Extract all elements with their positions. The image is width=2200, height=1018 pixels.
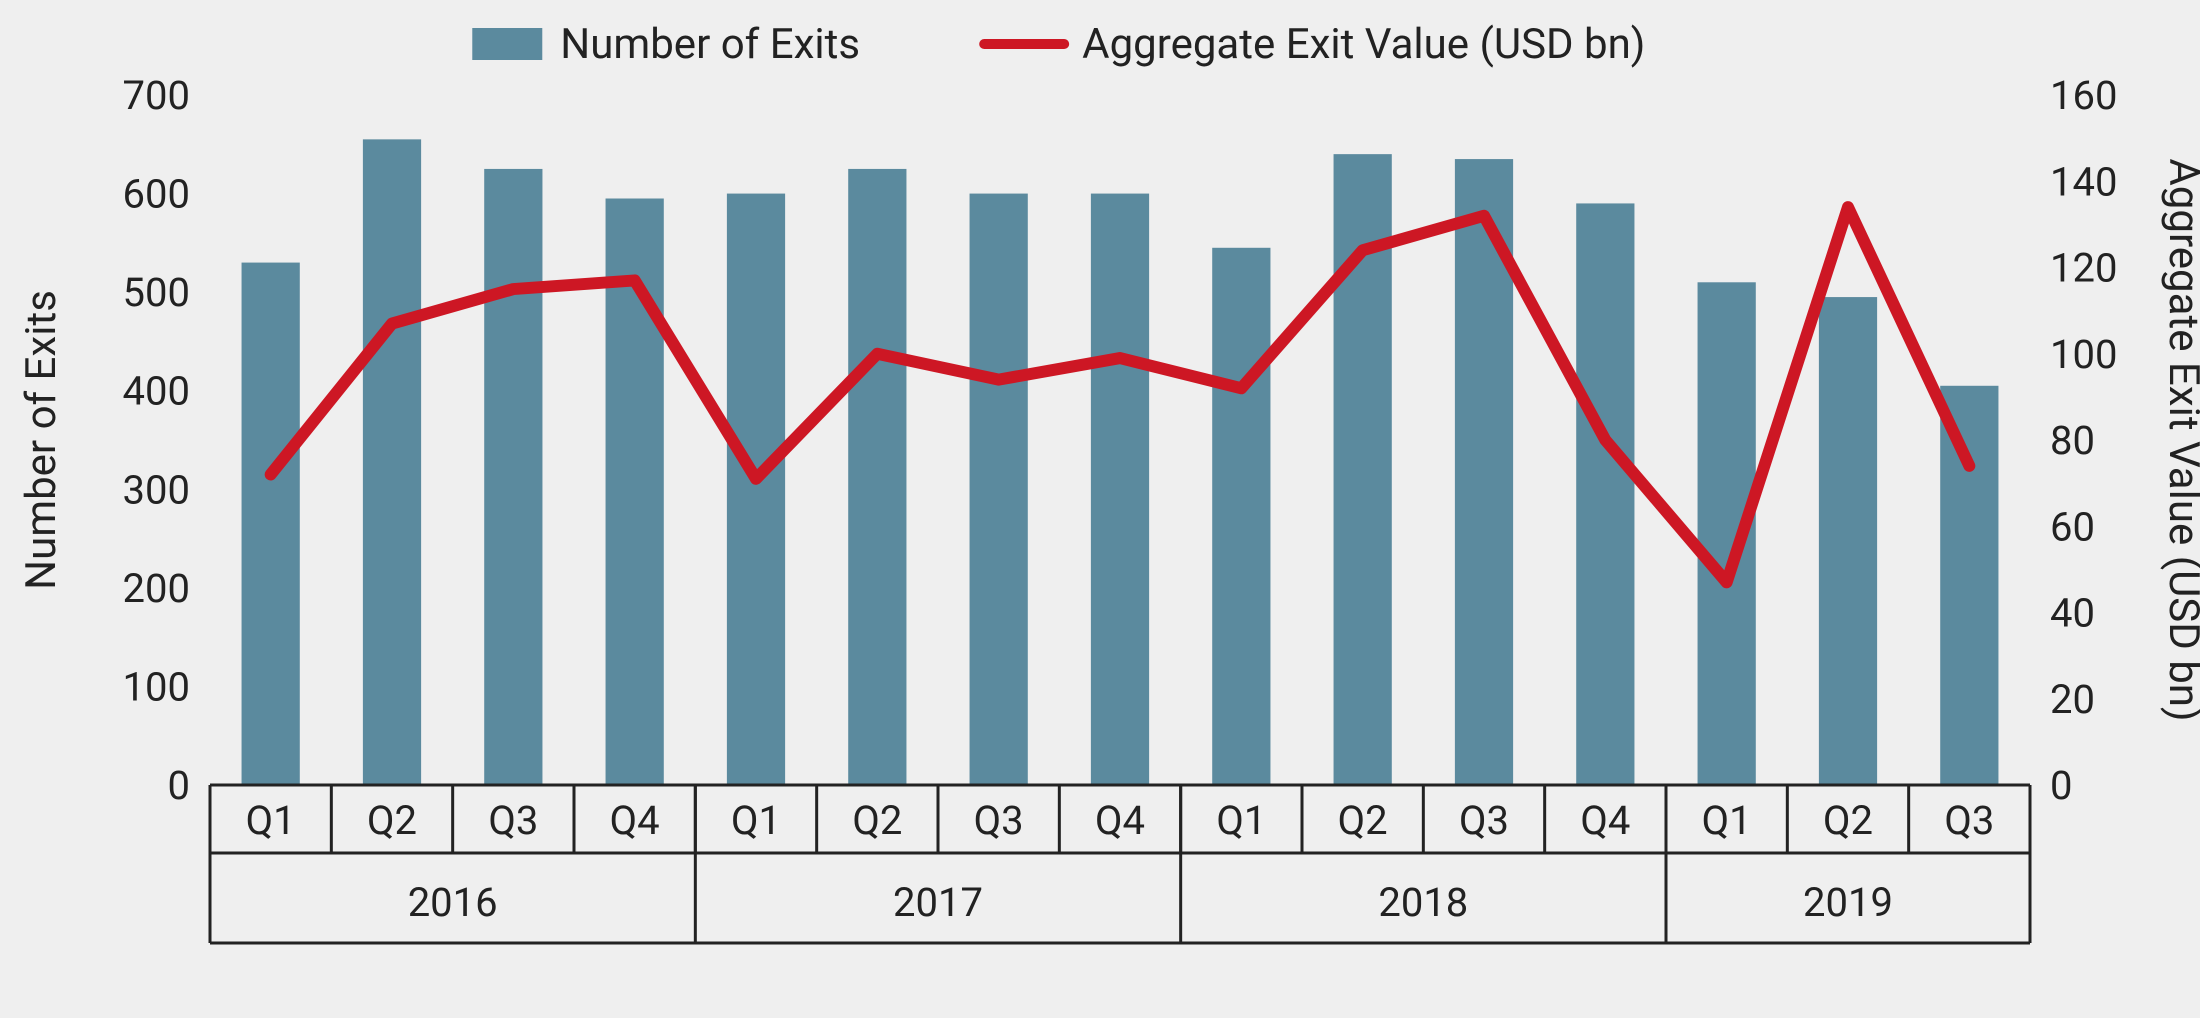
y-left-tick-label: 300 — [123, 466, 190, 513]
y-right-tick-label: 160 — [2050, 72, 2117, 119]
quarter-label: Q3 — [488, 797, 538, 844]
legend-label-bars: Number of Exits — [560, 20, 860, 69]
bar — [1576, 203, 1634, 785]
y-left-tick-label: 700 — [123, 72, 190, 119]
y-right-tick-label: 140 — [2050, 158, 2117, 205]
quarter-label: Q2 — [367, 797, 417, 844]
y-right-tick-label: 60 — [2050, 503, 2095, 550]
bar — [242, 263, 300, 785]
bar — [970, 194, 1028, 785]
exits-chart: 0 100 200 300 400 500 600 700 0 20 40 60 80 100 120 140… — [0, 0, 2200, 1018]
bar — [1212, 248, 1270, 785]
year-label: 2016 — [408, 879, 498, 926]
year-label: 2017 — [893, 879, 983, 926]
quarter-label: Q2 — [1338, 797, 1388, 844]
legend-label-line: Aggregate Exit Value (USD bn) — [1082, 20, 1645, 69]
quarter-label: Q3 — [974, 797, 1024, 844]
y-right-tick-label: 100 — [2050, 331, 2117, 378]
y-right-tick-label: 120 — [2050, 245, 2117, 292]
bar — [727, 194, 785, 785]
bar — [1091, 194, 1149, 785]
quarter-label: Q4 — [1580, 797, 1630, 844]
year-label: 2018 — [1378, 879, 1468, 926]
bar — [848, 169, 906, 785]
y-right-tick-label: 40 — [2050, 590, 2095, 637]
y-right-title: Aggregate Exit Value (USD bn) — [2159, 158, 2200, 721]
y-right-tick-label: 20 — [2050, 676, 2095, 723]
y-left-tick-label: 400 — [123, 368, 190, 415]
quarter-label: Q1 — [246, 797, 296, 844]
quarter-label: Q1 — [731, 797, 781, 844]
chart-svg: 0 100 200 300 400 500 600 700 0 20 40 60 80 100 120 140… — [0, 0, 2200, 1018]
y-left-tick-label: 600 — [123, 171, 190, 218]
quarter-label: Q4 — [1095, 797, 1145, 844]
y-left-tick-label: 200 — [123, 565, 190, 612]
bar — [484, 169, 542, 785]
y-left-tick-label: 0 — [168, 762, 190, 809]
y-right-tick-label: 0 — [2050, 762, 2072, 809]
legend-swatch-bars — [472, 28, 542, 60]
y-right-tick-label: 80 — [2050, 417, 2095, 464]
quarter-label: Q3 — [1944, 797, 1994, 844]
quarter-label: Q1 — [1216, 797, 1266, 844]
quarter-label: Q3 — [1459, 797, 1509, 844]
quarter-label: Q4 — [610, 797, 660, 844]
bar — [1819, 297, 1877, 785]
quarter-label: Q2 — [1823, 797, 1873, 844]
bar — [1940, 386, 1998, 785]
y-left-title: Number of Exits — [17, 290, 66, 590]
quarter-label: Q2 — [852, 797, 902, 844]
year-label: 2019 — [1803, 879, 1893, 926]
bar — [363, 139, 421, 785]
y-left-tick-label: 100 — [123, 663, 190, 710]
y-left-tick-label: 500 — [123, 269, 190, 316]
quarter-label: Q1 — [1702, 797, 1752, 844]
